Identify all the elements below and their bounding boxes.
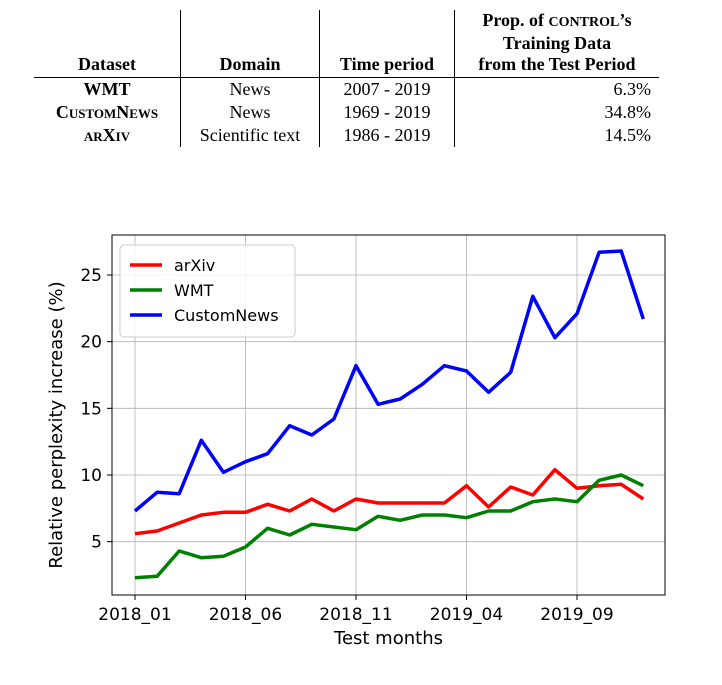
- dataset-table-section: Dataset Domain Time period Prop. of CONT…: [0, 0, 722, 170]
- cell-time-period: 1986 - 2019: [319, 124, 455, 147]
- table-header-row: Dataset Domain Time period Prop. of CONT…: [34, 10, 659, 78]
- cell-proportion: 34.8%: [454, 101, 659, 124]
- legend-box: [119, 244, 296, 338]
- cell-proportion: 6.3%: [454, 77, 659, 101]
- plot-frame: [111, 234, 666, 596]
- cell-domain: Scientific text: [180, 124, 320, 147]
- x-axis-label: Test months: [333, 628, 443, 649]
- header-time-period: Time period: [319, 10, 455, 78]
- line-chart-section: 5 10 15 20 25 2018_01 2018_06 2018_11 2019_04 201…: [0, 225, 722, 680]
- series-line-arxiv: [134, 467, 645, 536]
- table-row: WMT News 2007 - 2019 6.3%: [34, 77, 659, 101]
- table-row: CustomNews News 1969 - 2019 34.8%: [34, 101, 659, 124]
- legend-label-customnews: CustomNews: [174, 306, 279, 325]
- dataset-table: Dataset Domain Time period Prop. of CONT…: [34, 10, 659, 147]
- y-tick-label: 25: [80, 266, 102, 286]
- header-dataset: Dataset: [34, 10, 181, 78]
- legend-label-arxiv: arXiv: [174, 256, 215, 275]
- x-tick-label: 2018_11: [319, 605, 392, 625]
- x-tick-label: 2018_01: [98, 605, 171, 625]
- header-prop-model: CONTROL: [548, 15, 620, 30]
- header-prop-prefix: Prop. of: [482, 10, 549, 30]
- cell-domain: News: [180, 101, 320, 124]
- table-row: arXiv Scientific text 1986 - 2019 14.5%: [34, 124, 659, 147]
- cell-domain: News: [180, 77, 320, 101]
- series-line-wmt: [134, 473, 645, 580]
- cell-proportion: 14.5%: [454, 124, 659, 147]
- x-tick-label: 2019_09: [540, 605, 613, 625]
- cell-time-period: 1969 - 2019: [319, 101, 455, 124]
- header-domain: Domain: [180, 10, 320, 78]
- header-proportion-line1: Prop. of CONTROL’s: [463, 10, 651, 33]
- y-tick-label: 20: [80, 333, 102, 353]
- y-tick-label: 10: [80, 466, 102, 486]
- header-prop-suffix: ’s: [619, 10, 632, 30]
- cell-time-period: 2007 - 2019: [319, 77, 455, 101]
- x-tick-label: 2018_06: [209, 605, 282, 625]
- y-tick-label: 15: [80, 399, 102, 419]
- header-proportion-line3: from the Test Period: [478, 54, 636, 74]
- y-tick-label: 5: [91, 533, 102, 553]
- legend-label-wmt: WMT: [174, 281, 214, 300]
- line-chart: 5 10 15 20 25 2018_01 2018_06 2018_11 2019_04 201…: [46, 234, 666, 649]
- cell-dataset: WMT: [83, 79, 131, 99]
- y-axis-label: Relative perplexity increase (%): [46, 281, 67, 568]
- x-tick-label: 2019_04: [430, 605, 503, 625]
- header-proportion: Prop. of CONTROL’s Training Data from th…: [454, 10, 659, 78]
- header-proportion-line2: Training Data: [502, 33, 612, 53]
- cell-dataset: CustomNews: [55, 102, 159, 122]
- cell-dataset: arXiv: [83, 125, 131, 145]
- series-line-customnews: [133, 249, 645, 513]
